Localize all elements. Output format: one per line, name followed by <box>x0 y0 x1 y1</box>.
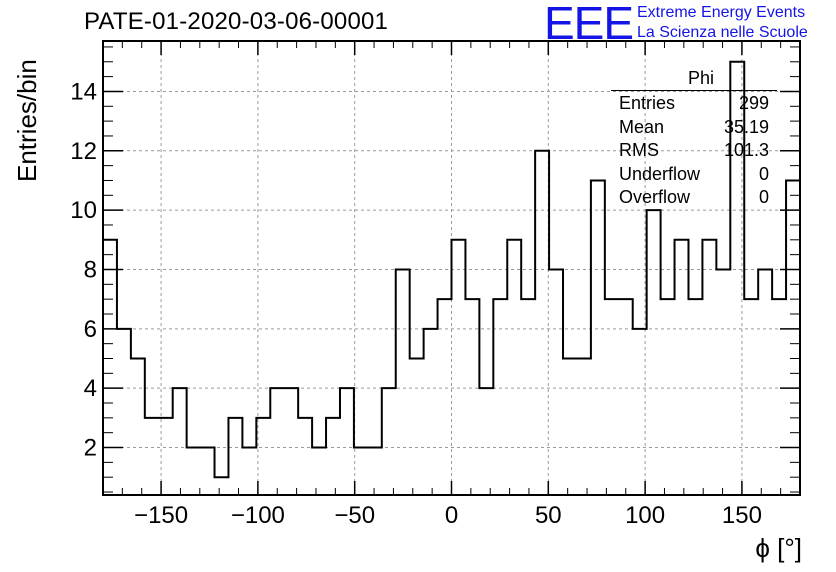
x-tick-label: 0 <box>445 502 458 529</box>
y-tick-label: 10 <box>70 197 97 224</box>
stats-row-mean: Mean 35.19 <box>611 117 777 141</box>
stats-value: 0 <box>758 163 769 184</box>
histogram-step-line <box>103 60 800 479</box>
org-name-line: Extreme Energy Events <box>637 4 806 21</box>
x-tick-label: −50 <box>334 502 375 529</box>
x-axis-label: ϕ [°] <box>755 533 802 563</box>
y-tick-label: 14 <box>70 78 97 105</box>
org-tagline-line: La Scienza nelle Scuole <box>637 24 808 41</box>
stats-box: Phi Entries 299 Mean 35.19 RMS 101.3 Und… <box>611 68 777 211</box>
x-tick-labels: −150 −100 −50 0 50 100 150 <box>134 502 762 529</box>
stats-row-rms: RMS 101.3 <box>611 140 777 164</box>
stats-value: 35.19 <box>723 116 769 137</box>
stats-divider <box>611 90 777 91</box>
x-tick-label: 50 <box>535 502 562 529</box>
x-tick-label: 100 <box>625 502 665 529</box>
stats-value: 101.3 <box>723 140 769 160</box>
stats-label: Mean <box>619 116 665 137</box>
stats-label: RMS <box>619 140 659 160</box>
x-tick-label: 150 <box>722 502 762 529</box>
stats-row-underflow: Underflow 0 <box>611 164 777 188</box>
y-tick-labels: 2 4 6 8 10 12 14 <box>70 78 97 461</box>
stats-row-entries: Entries 299 <box>611 93 777 117</box>
y-tick-label: 6 <box>84 316 97 343</box>
y-tick-label: 4 <box>84 375 97 402</box>
stats-label: Underflow <box>619 163 701 184</box>
y-tick-label: 8 <box>84 256 97 283</box>
eee-logo: EEE <box>544 0 634 49</box>
stats-label: Overflow <box>619 187 691 207</box>
y-tick-label: 12 <box>70 138 97 165</box>
stats-label: Entries <box>619 93 676 113</box>
x-tick-label: −150 <box>134 502 188 529</box>
stats-value: 0 <box>758 187 769 207</box>
y-axis-label: Entries/bin <box>12 59 42 182</box>
stats-title: Phi <box>687 68 714 88</box>
chart-title: PATE-01-2020-03-06-00001 <box>84 8 389 35</box>
stats-value: 299 <box>738 93 769 113</box>
stats-row-overflow: Overflow 0 <box>611 187 777 211</box>
x-tick-label: −100 <box>231 502 285 529</box>
y-tick-label: 2 <box>84 435 97 462</box>
